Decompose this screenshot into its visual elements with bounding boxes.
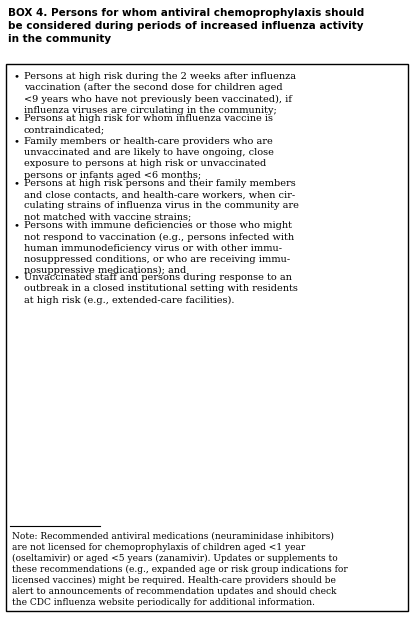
Text: BOX 4. Persons for whom antiviral chemoprophylaxis should
be considered during p: BOX 4. Persons for whom antiviral chemop…: [8, 8, 363, 44]
Text: •: •: [14, 222, 20, 230]
Text: •: •: [14, 72, 20, 81]
Text: Family members or health-care providers who are
unvaccinated and are likely to h: Family members or health-care providers …: [24, 137, 273, 180]
Text: Persons at high risk during the 2 weeks after influenza
vaccination (after the s: Persons at high risk during the 2 weeks …: [24, 72, 295, 115]
Text: Unvaccinated staff and persons during response to an
outbreak in a closed instit: Unvaccinated staff and persons during re…: [24, 273, 297, 305]
Text: Note: Recommended antiviral medications (neuraminidase inhibitors)
are not licen: Note: Recommended antiviral medications …: [12, 531, 347, 608]
Text: Persons with immune deficiencies or those who might
not respond to vaccination (: Persons with immune deficiencies or thos…: [24, 222, 293, 275]
Text: •: •: [14, 137, 20, 146]
Bar: [6, 64, 407, 611]
Text: Persons at high risk persons and their family members
and close contacts, and he: Persons at high risk persons and their f…: [24, 179, 298, 222]
Text: •: •: [14, 273, 20, 282]
Text: Persons at high risk for whom influenza vaccine is
contraindicated;: Persons at high risk for whom influenza …: [24, 114, 272, 135]
Text: •: •: [14, 179, 20, 188]
Text: •: •: [14, 114, 20, 123]
